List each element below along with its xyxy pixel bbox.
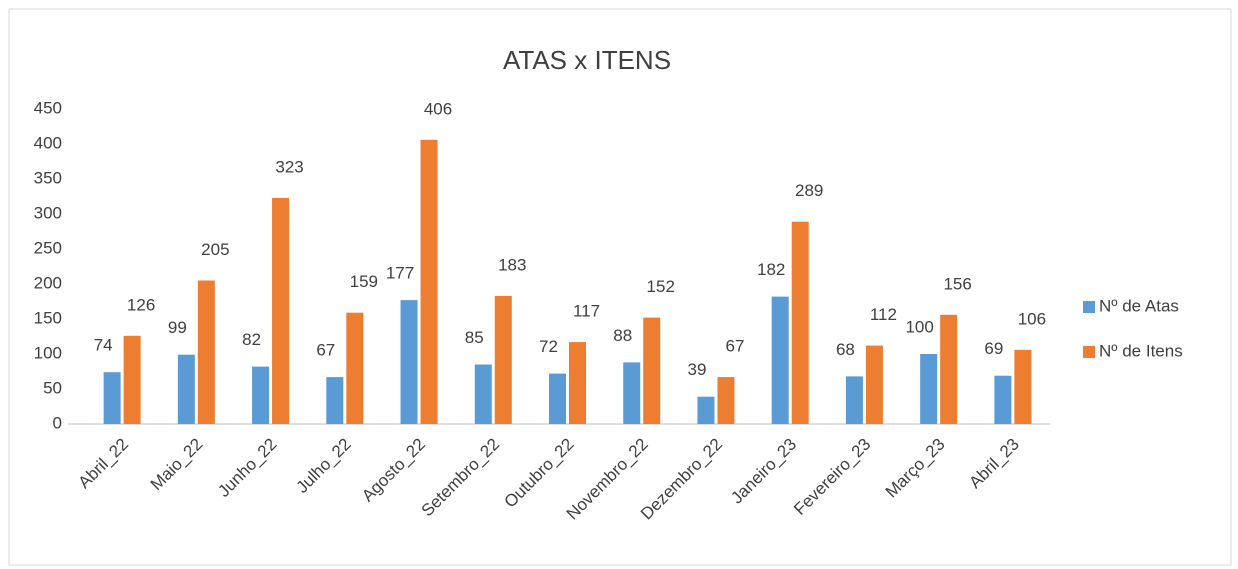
- y-tick-label: 100: [34, 343, 62, 362]
- data-label: 68: [836, 340, 855, 359]
- data-label: 177: [386, 264, 414, 283]
- y-tick-label: 350: [34, 168, 62, 187]
- bar: [420, 139, 438, 425]
- bar: [643, 317, 661, 424]
- y-tick-label: 300: [34, 203, 62, 222]
- data-label: 67: [316, 341, 335, 360]
- legend-label: Nº de Atas: [1099, 296, 1179, 315]
- data-label: 159: [350, 272, 378, 291]
- bar: [623, 362, 641, 424]
- legend-swatch: [1083, 301, 1095, 313]
- bar: [123, 335, 141, 424]
- chart-border: [8, 8, 1232, 566]
- bar: [994, 375, 1012, 424]
- bar: [697, 396, 715, 424]
- y-tick-label: 50: [43, 378, 62, 397]
- bar: [177, 354, 195, 424]
- bar: [569, 342, 586, 424]
- data-label: 152: [647, 277, 675, 296]
- y-tick-label: 200: [34, 273, 62, 292]
- bar: [326, 377, 344, 424]
- data-label: 67: [726, 337, 745, 356]
- bar: [197, 280, 215, 424]
- data-label: 183: [498, 255, 526, 274]
- bar: [103, 372, 121, 424]
- bar: [549, 373, 566, 424]
- y-tick-label: 450: [34, 98, 62, 117]
- data-label: 112: [870, 305, 897, 324]
- bar: [717, 377, 735, 424]
- y-tick-label: 250: [34, 238, 62, 257]
- data-label: 69: [984, 339, 1003, 358]
- data-label: 106: [1018, 309, 1046, 328]
- data-label: 72: [539, 337, 558, 356]
- data-label: 205: [201, 240, 229, 259]
- data-label: 323: [275, 157, 303, 176]
- bar: [346, 312, 364, 424]
- bar: [252, 366, 270, 424]
- data-label: 117: [573, 302, 600, 321]
- bar: [865, 345, 883, 424]
- y-tick-label: 150: [34, 308, 62, 327]
- y-tick-label: 400: [34, 133, 62, 152]
- bar: [474, 364, 492, 424]
- bar: [791, 221, 809, 424]
- bar: [1014, 349, 1032, 424]
- bar: [272, 197, 290, 424]
- legend-swatch: [1083, 346, 1095, 358]
- bar: [920, 354, 938, 424]
- data-label: 100: [905, 317, 933, 336]
- bar: [940, 314, 958, 424]
- data-label: 289: [795, 181, 823, 200]
- data-label: 182: [757, 260, 785, 279]
- y-tick-label: 0: [53, 413, 62, 432]
- data-label: 82: [242, 330, 261, 349]
- data-label: 74: [94, 336, 113, 355]
- data-label: 406: [424, 99, 452, 118]
- data-label: 156: [943, 274, 971, 293]
- chart-title: ATAS x ITENS: [503, 45, 671, 75]
- bar: [494, 295, 512, 424]
- data-label: 39: [688, 360, 707, 379]
- bar: [400, 300, 418, 424]
- bar: [771, 296, 789, 424]
- bar: [845, 376, 863, 424]
- data-label: 88: [613, 326, 632, 345]
- legend-label: Nº de Itens: [1099, 341, 1183, 360]
- data-label: 126: [127, 295, 155, 314]
- data-label: 99: [168, 318, 187, 337]
- data-label: 85: [465, 328, 484, 347]
